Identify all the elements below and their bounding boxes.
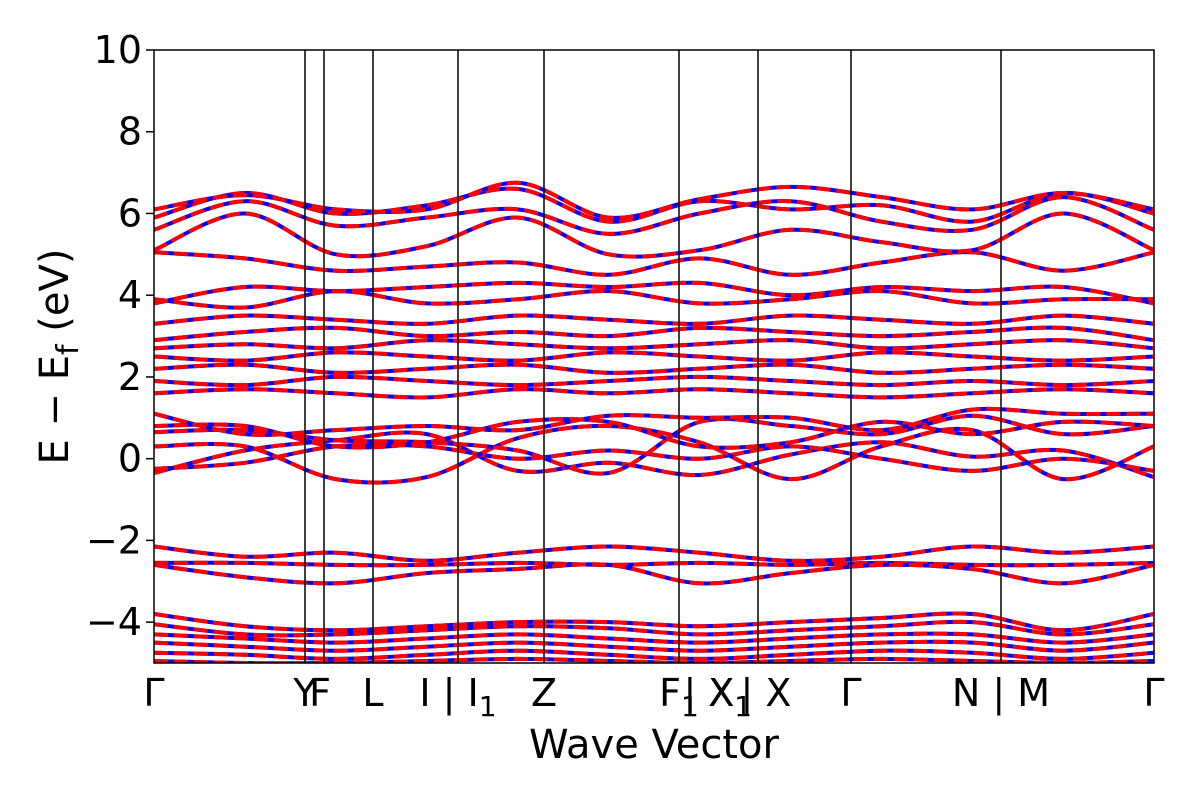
- band-line-dashed: [154, 362, 1154, 375]
- y-tick-label: 0: [118, 437, 142, 481]
- x-axis-kpoint-labels: Γ YF L I | I1 Z F1 | XX1 | X Γ N | M Γ: [143, 671, 1164, 723]
- band-line-dashed: [154, 430, 1154, 480]
- kpoint-label: | X: [684, 671, 735, 716]
- y-tick-label: 8: [118, 110, 142, 154]
- band-line-dashed: [154, 423, 1154, 485]
- kpoint-label: Γ: [1143, 671, 1164, 715]
- band-lines: [154, 180, 1154, 663]
- kpoint-label: Y: [292, 671, 317, 715]
- kpoint-label: L: [362, 671, 383, 715]
- kpoint-label: N | M: [952, 671, 1050, 716]
- band-line-dashed: [154, 544, 1154, 563]
- y-tick-label: −2: [86, 518, 142, 562]
- y-axis-title: E − Ef (eV): [32, 249, 86, 465]
- band-line-dashed: [154, 631, 1154, 645]
- band-line-dashed: [154, 280, 1154, 306]
- band-line-dashed: [154, 639, 1154, 653]
- y-tick-label: 6: [118, 191, 142, 235]
- plot-frame: [153, 49, 1155, 664]
- y-axis-title-unit: (eV): [32, 249, 78, 345]
- band-line-dashed: [154, 350, 1154, 363]
- band-line-dashed: [154, 211, 1154, 259]
- band-line-dashed: [154, 442, 1154, 473]
- band-line-dashed: [154, 374, 1154, 388]
- kpoint-label: Γ: [840, 671, 861, 715]
- band-line-dashed: [154, 656, 1154, 663]
- band-line-dashed: [154, 648, 1154, 661]
- band-line-dashed: [154, 611, 1154, 633]
- band-line-dashed: [154, 619, 1154, 638]
- y-axis-ticks: −4 −2 0 2 4 6 8 10: [86, 28, 154, 644]
- kpoint-label: F1: [659, 671, 699, 723]
- kpoint-label: X1: [708, 671, 752, 723]
- kpoint-label: | X: [741, 671, 792, 716]
- band-line-dashed: [154, 289, 1154, 310]
- band-line-dashed: [154, 250, 1154, 277]
- x-axis-title: Wave Vector: [529, 722, 780, 768]
- kpoint-label: Z: [531, 671, 557, 715]
- band-line-solid: [154, 289, 1154, 310]
- band-line-dashed: [154, 417, 1154, 450]
- band-line-dashed: [154, 180, 1154, 220]
- kpoint-label: Γ: [143, 671, 164, 715]
- y-tick-label: −4: [86, 600, 142, 644]
- high-symmetry-lines: [304, 50, 1002, 663]
- band-line-dashed: [154, 413, 1154, 476]
- kpoint-label: I | I1: [419, 671, 496, 723]
- band-line-dashed: [154, 406, 1154, 437]
- y-axis-title-main: E − E: [32, 355, 78, 465]
- band-line-dashed: [154, 313, 1154, 326]
- band-line-dashed: [154, 325, 1154, 343]
- y-tick-label: 10: [94, 28, 142, 72]
- band-line-dashed: [154, 338, 1154, 351]
- y-tick-label: 2: [118, 355, 142, 399]
- band-line-dashed: [154, 560, 1154, 568]
- band-line-dashed: [154, 562, 1154, 586]
- band-line-dashed: [154, 195, 1154, 236]
- y-axis-title-sub: f: [51, 343, 86, 355]
- y-tick-label: 4: [118, 273, 142, 317]
- band-line-dashed: [154, 186, 1154, 224]
- band-line-dashed: [154, 387, 1154, 400]
- kpoint-label: F: [309, 671, 331, 715]
